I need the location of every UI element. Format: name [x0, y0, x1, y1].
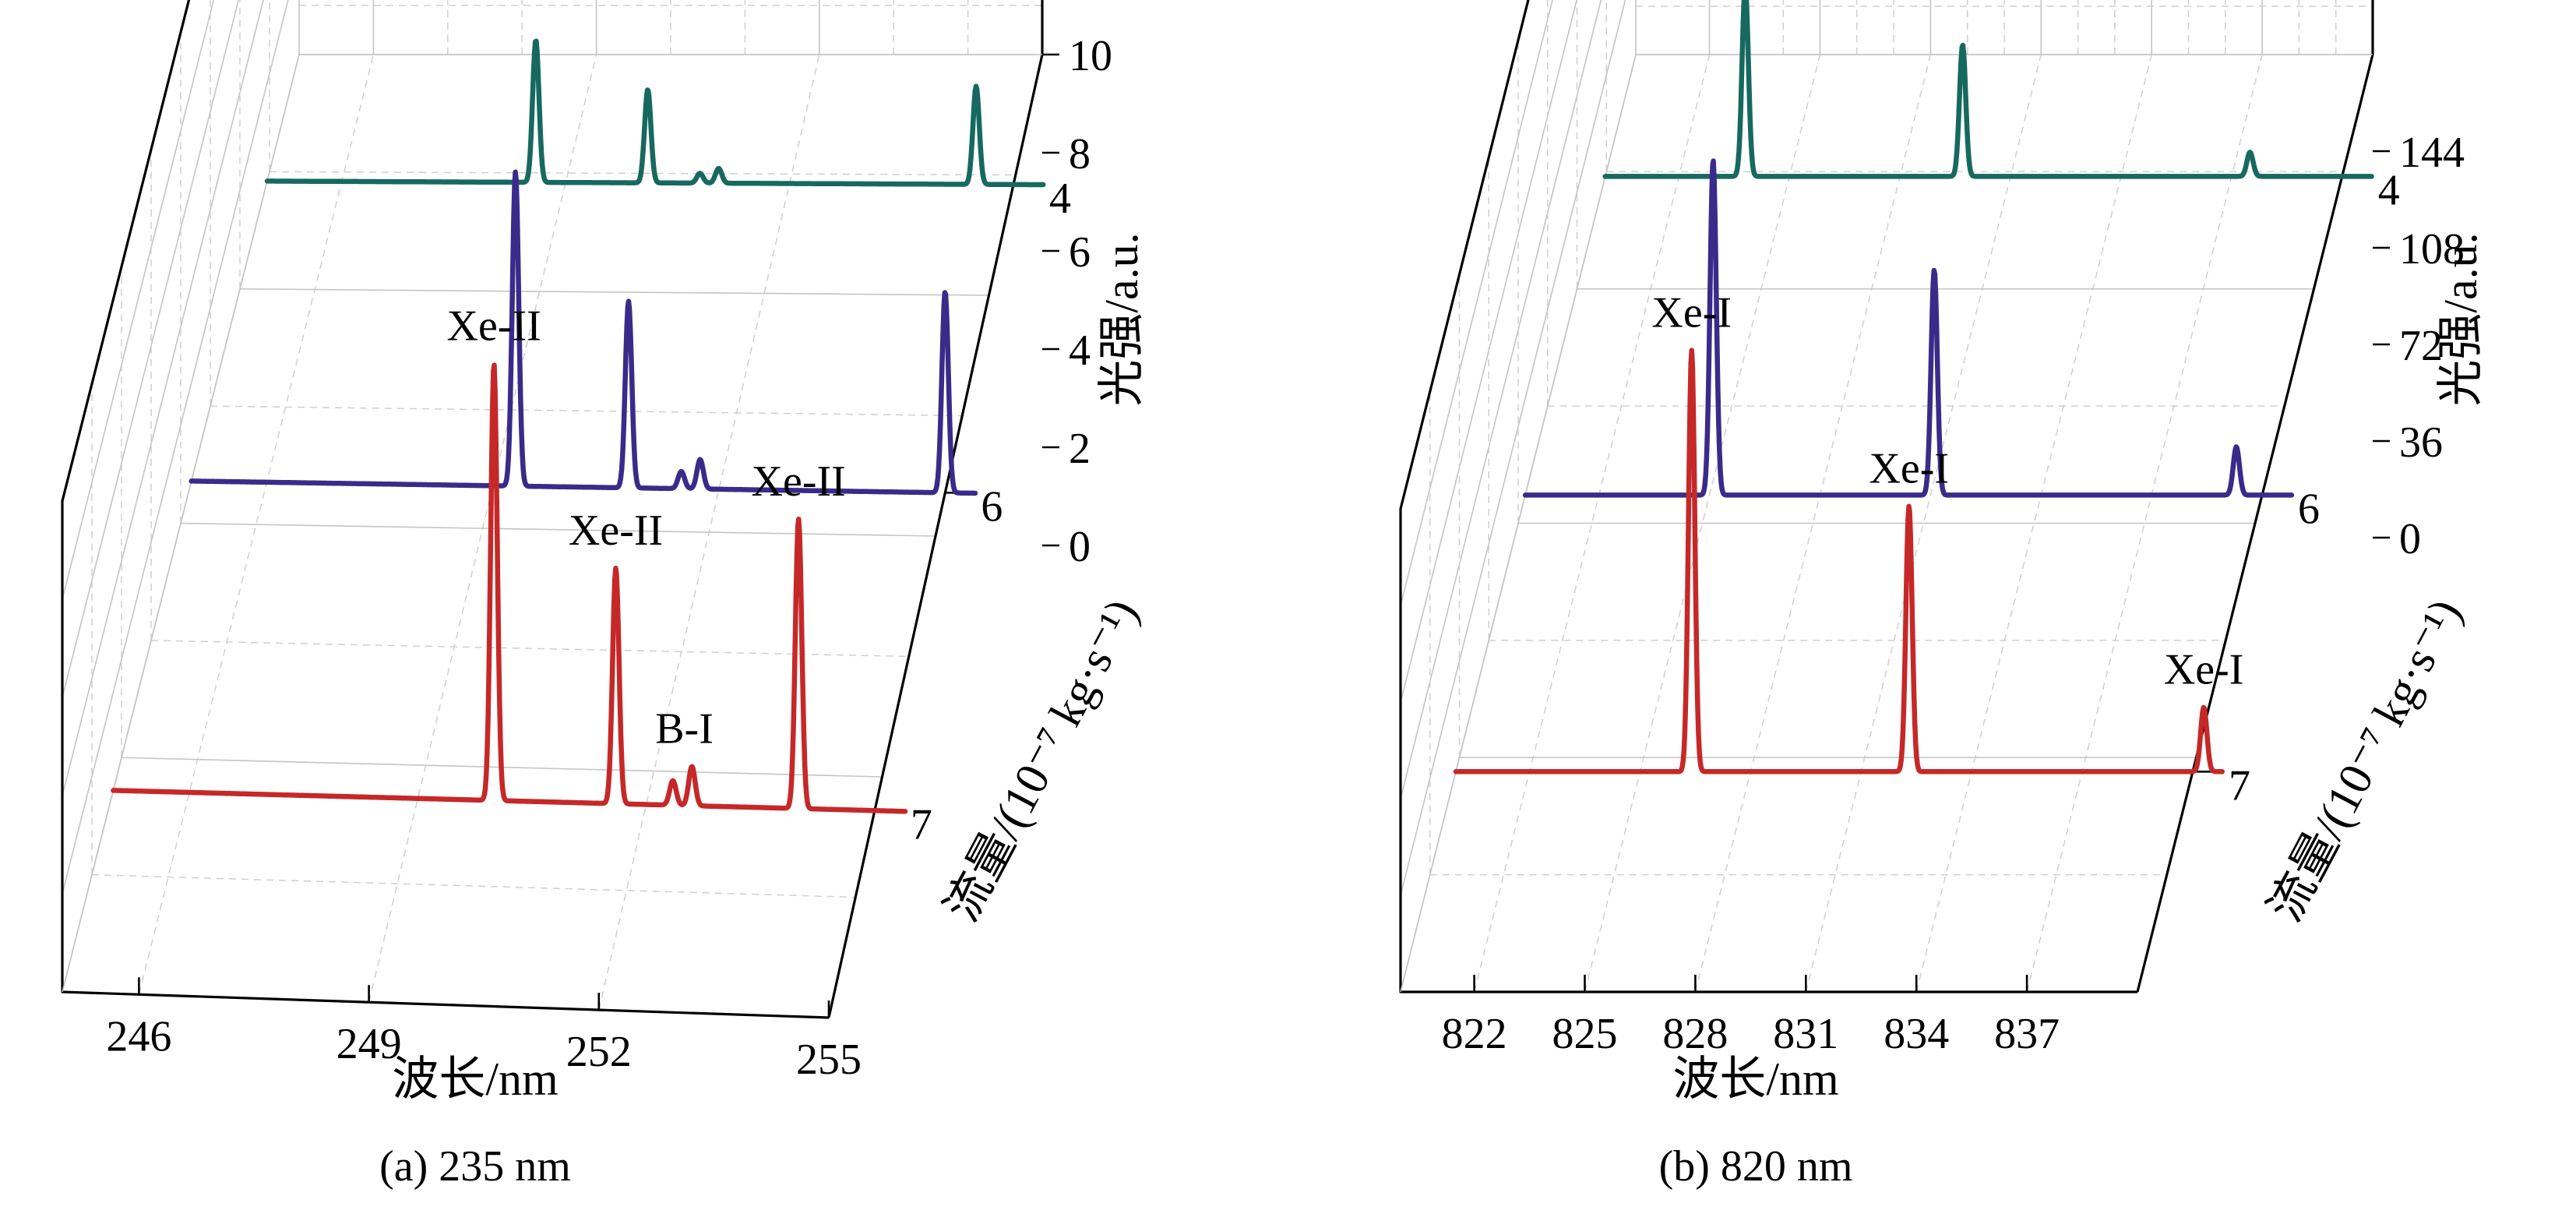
- y-axis-title: 流量/(10⁻⁷ kg·s⁻¹): [2259, 591, 2472, 930]
- peak-label: Xe-I: [1651, 289, 1732, 337]
- x-tick-label: 252: [566, 1028, 632, 1076]
- x-tick-label: 831: [1773, 1010, 1838, 1058]
- z-tick-label: 0: [2399, 515, 2421, 563]
- z-tick-label: 10: [1069, 32, 1112, 80]
- peak-label: Xe-II: [752, 457, 846, 506]
- x-tick-label: 246: [106, 1012, 171, 1060]
- grid-group: [62, 0, 1043, 1018]
- y-tick-label: 6: [981, 482, 1003, 531]
- series-line-flow-4: [1602, 0, 2374, 179]
- leftwall-hgrid: [1400, 0, 1553, 606]
- series-line-flow-7: [1453, 348, 2225, 775]
- floor-ygrid: [239, 288, 989, 296]
- floor-ygrid: [150, 640, 909, 658]
- x-tick-label: 255: [796, 1036, 862, 1084]
- y-axis: 4 6 7 流量/(10⁻⁷ kg·s⁻¹): [2192, 166, 2472, 930]
- z-tick-label: 8: [1069, 130, 1091, 178]
- x-tick-label: 828: [1662, 1010, 1728, 1058]
- panel-caption: (a) 235 nm: [379, 1142, 571, 1191]
- series-line-flow-7: [111, 362, 908, 814]
- z-tick-label: 36: [2399, 418, 2443, 467]
- z-axis-title: 光强/a.u.: [1096, 232, 1147, 406]
- x-tick-label: 834: [1884, 1010, 1949, 1058]
- peak-label: Xe-II: [447, 302, 541, 351]
- leftwall-hgrid: [62, 0, 239, 698]
- annotations: Xe-I Xe-I Xe-I: [1651, 289, 2243, 694]
- z-tick-label: 108: [2399, 225, 2465, 273]
- y-tick-label: 7: [2229, 761, 2250, 810]
- y-tick-label: 7: [911, 800, 932, 849]
- y-tick-label: 6: [2298, 485, 2320, 533]
- x-axis-title: 波长/nm: [392, 1053, 558, 1105]
- x-axis: 822 825 828 831 834 837 波长/nm: [1442, 975, 2060, 1105]
- z-tick-label: 2: [1069, 425, 1091, 473]
- y-axis-title: 流量/(10⁻⁷ kg·s⁻¹): [936, 591, 1148, 930]
- series-group: [111, 38, 1046, 814]
- peak-label: B-I: [655, 704, 714, 753]
- x-tick-label: 822: [1442, 1010, 1507, 1058]
- z-axis: 0 2 4 6 8 10 光强/a.u.: [1042, 32, 1147, 571]
- peak-label: Xe-II: [569, 506, 663, 555]
- z-tick-label: 144: [2399, 129, 2465, 177]
- series-line-flow-4: [264, 38, 1046, 188]
- left-floor-edge: [1400, 54, 1637, 993]
- floor-ygrid: [210, 405, 963, 417]
- z-tick-label: 4: [1069, 326, 1091, 375]
- x-tick-label: 249: [337, 1020, 402, 1068]
- series-group: [1453, 0, 2374, 775]
- x-axis: 246 249 252 255 波长/nm: [106, 977, 862, 1105]
- panel-a: 246 249 252 255 波长/nm 4 6 7 流量/(10⁻⁷ kg·s⁻¹) 0 2 4 6…: [61, 0, 1148, 1191]
- axes-box: [1399, 0, 2374, 993]
- series-line-flow-6: [189, 169, 978, 496]
- left-floor-edge: [62, 54, 300, 993]
- x-axis-title: 波长/nm: [1672, 1053, 1838, 1105]
- annotations: Xe-II Xe-II B-I Xe-II: [447, 302, 846, 753]
- x-tick-label: 837: [1994, 1010, 2060, 1058]
- y-tick-label: 4: [2378, 166, 2400, 214]
- y-tick-label: 4: [1049, 175, 1071, 223]
- peak-label: Xe-I: [2164, 646, 2244, 694]
- z-tick-label: 6: [1069, 228, 1091, 277]
- leftwall-hgrid: [1400, 0, 1626, 896]
- z-tick-label: 0: [1069, 523, 1091, 571]
- series-line-flow-6: [1522, 158, 2295, 498]
- x-tick-label: 825: [1552, 1010, 1618, 1058]
- floor-ygrid: [180, 522, 936, 537]
- axes-box: [61, 0, 1044, 1019]
- axes-outline: [61, 0, 1044, 1019]
- floor-ygrid: [91, 873, 856, 898]
- peak-label: Xe-I: [1869, 444, 1949, 492]
- z-axis-title: 光强/a.u.: [2435, 232, 2486, 406]
- z-tick-label: 72: [2399, 322, 2443, 370]
- panel-b: 822 825 828 831 834 837 波长/nm 4 6 7 流量/(10⁻⁷ kg·s⁻…: [1288, 0, 2576, 1221]
- leftwall-hgrid: [62, 0, 289, 895]
- panel-caption: (b) 820 nm: [1659, 1142, 1853, 1191]
- leftwall-hgrid: [62, 0, 264, 796]
- z-axis: 0 36 72 108 144 光强/a.u.: [2373, 129, 2486, 563]
- chart-b-3d-spectrum: 822 825 828 831 834 837 波长/nm 4 6 7 流量/(10⁻⁷ kg·s⁻…: [1399, 0, 2486, 1191]
